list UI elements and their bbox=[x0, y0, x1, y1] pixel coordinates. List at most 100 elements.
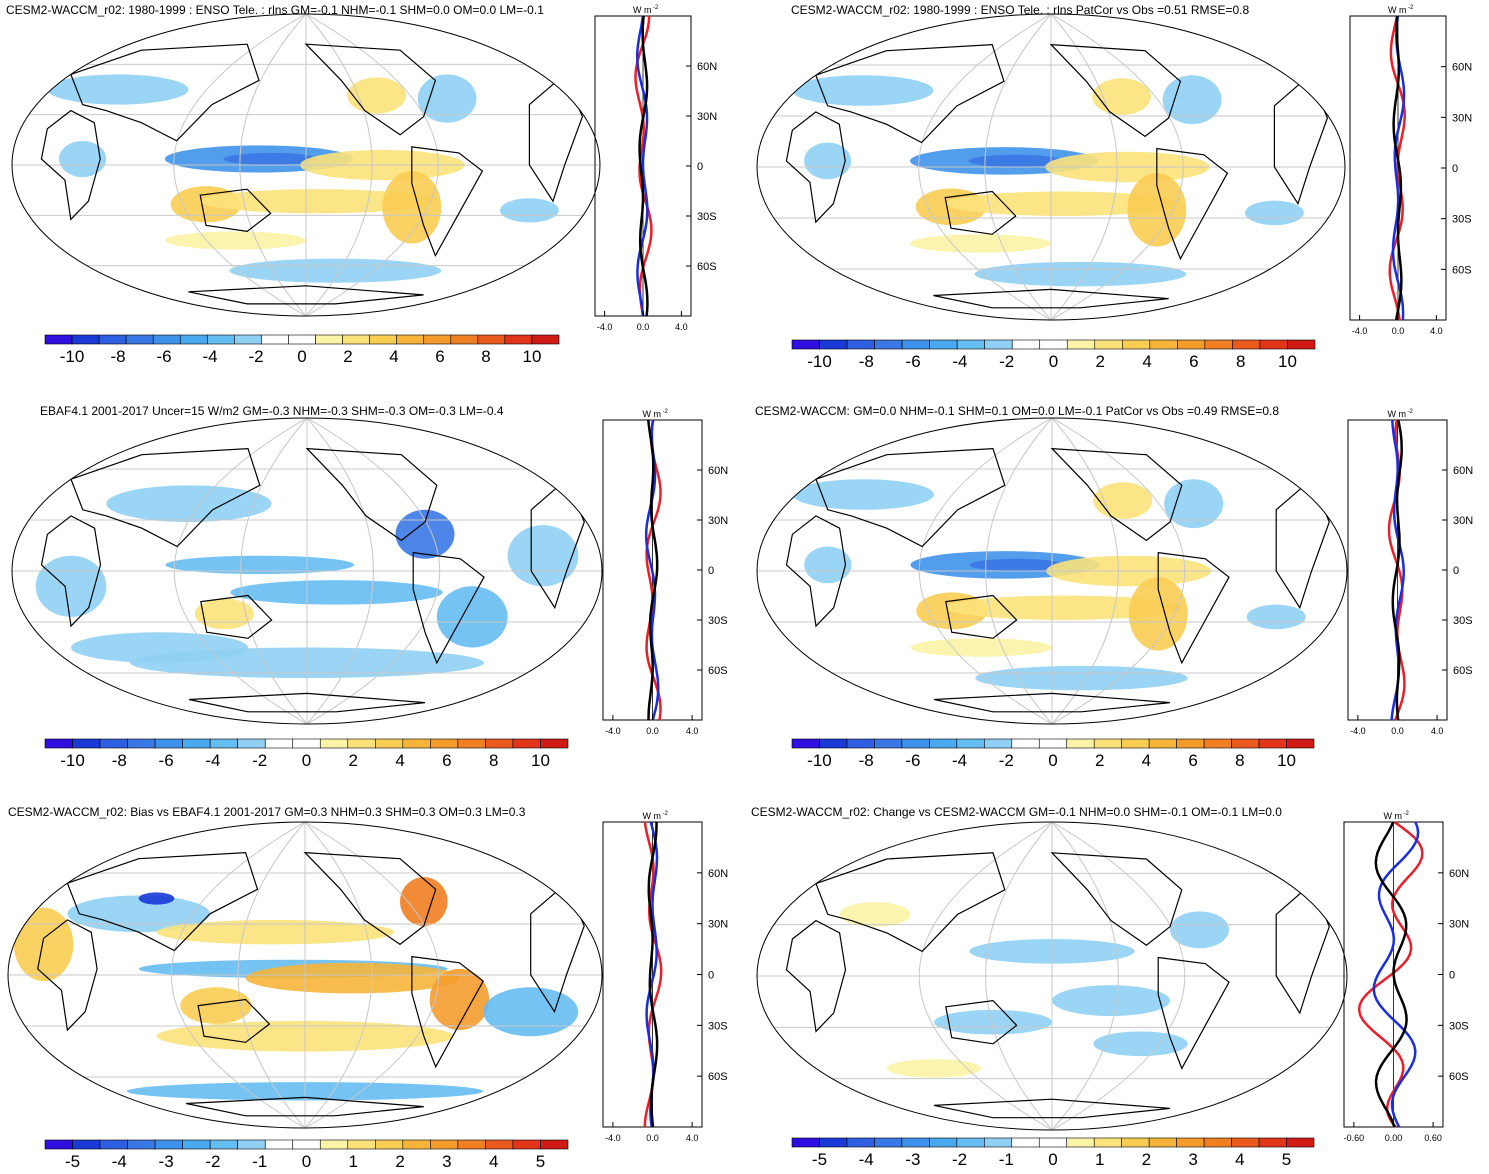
colorbar-cell bbox=[485, 1139, 514, 1150]
colorbar-cell bbox=[1259, 339, 1288, 350]
field-patch bbox=[945, 191, 1181, 216]
colorbar-tick-label: -4 bbox=[202, 347, 217, 366]
field-patch bbox=[436, 586, 508, 648]
coastline bbox=[200, 594, 273, 639]
colorbar-cell bbox=[1231, 1137, 1260, 1148]
colorbar-tick-label: -2 bbox=[952, 1150, 967, 1169]
field-patch bbox=[1245, 200, 1304, 226]
x-tick-label: 0.00 bbox=[1385, 1133, 1403, 1143]
colorbar-cell bbox=[984, 738, 1013, 749]
colorbar-cell bbox=[1038, 1137, 1068, 1148]
colorbar-cell bbox=[1121, 738, 1150, 749]
lat-tick-label: 0 bbox=[708, 970, 714, 982]
colorbar-tick-label: 6 bbox=[1188, 751, 1197, 770]
zonal-unit-label: W m bbox=[1384, 811, 1403, 821]
x-tick-label: 4.0 bbox=[675, 322, 688, 332]
colorbar-tick-label: 10 bbox=[1278, 352, 1297, 371]
meridian-line bbox=[985, 822, 1053, 1130]
colorbar-cell bbox=[1203, 1137, 1232, 1148]
colorbar-tick-label: -6 bbox=[906, 352, 921, 371]
field-patch bbox=[229, 258, 442, 283]
map-border bbox=[11, 13, 601, 317]
meridian-line bbox=[1051, 822, 1185, 1130]
colorbar-tick-label: -2 bbox=[252, 751, 267, 770]
map-border bbox=[756, 13, 1346, 321]
x-tick-label: -0.60 bbox=[1344, 1133, 1365, 1143]
field-patch bbox=[1093, 482, 1153, 519]
colorbar-cell bbox=[956, 339, 985, 350]
x-tick-label: 0.0 bbox=[1392, 326, 1405, 336]
lat-tick-label: 60S bbox=[708, 1071, 728, 1083]
colorbar-cell bbox=[956, 1137, 985, 1148]
field-patch bbox=[417, 74, 477, 123]
lat-tick-label: 60N bbox=[1452, 62, 1472, 74]
colorbar-cell bbox=[485, 738, 514, 749]
coastline bbox=[815, 447, 1006, 548]
lat-tick-label: 30S bbox=[708, 615, 728, 627]
colorbar-tick-label: 2 bbox=[343, 347, 352, 366]
colorbar-cell bbox=[1149, 339, 1178, 350]
lat-tick-label: 0 bbox=[1453, 565, 1459, 577]
panel-5: CESM2-WACCM_r02: Change vs CESM2-WACCM G… bbox=[745, 800, 1489, 1174]
lat-tick-label: 0 bbox=[1452, 163, 1458, 175]
coastline bbox=[1050, 447, 1183, 542]
colorbar-cell bbox=[791, 738, 820, 749]
colorbar-cell bbox=[1066, 1137, 1095, 1148]
zonal-line-blue bbox=[1372, 821, 1420, 1128]
colorbar-cell bbox=[1093, 1137, 1122, 1148]
zonal-unit-label: W m bbox=[643, 409, 662, 419]
meridian-line bbox=[304, 822, 439, 1128]
colorbar-cell bbox=[984, 1137, 1013, 1148]
colorbar-cell bbox=[237, 1139, 266, 1150]
x-tick-label: -4.0 bbox=[597, 322, 613, 332]
colorbar-cell bbox=[450, 334, 479, 345]
colorbar-cell bbox=[292, 738, 321, 749]
x-tick-label: -4.0 bbox=[605, 1133, 621, 1143]
colorbar-tick-label: 1 bbox=[1095, 1150, 1104, 1169]
colorbar-cell bbox=[319, 738, 349, 749]
colorbar-tick-label: -4 bbox=[112, 1152, 127, 1171]
field-patch bbox=[164, 231, 306, 250]
colorbar-cell bbox=[1066, 738, 1095, 749]
field-patch bbox=[1093, 1031, 1188, 1057]
field-patch bbox=[1246, 604, 1306, 630]
colorbar-cell bbox=[1066, 339, 1096, 350]
colorbar-cell bbox=[457, 738, 486, 749]
field-patch bbox=[804, 546, 852, 584]
field-patch bbox=[138, 892, 175, 905]
colorbar-tick-label: -8 bbox=[112, 751, 127, 770]
colorbar-cell bbox=[1148, 738, 1177, 749]
colorbar-tick-label: 3 bbox=[442, 1152, 451, 1171]
colorbar-cell bbox=[819, 339, 848, 350]
colorbar-cell bbox=[127, 738, 156, 749]
zonal-line-black bbox=[638, 15, 649, 317]
zonal-line-black bbox=[647, 822, 659, 1128]
panel-0: CESM2-WACCM_r02: 1980-1999 : ENSO Tele. … bbox=[0, 0, 745, 392]
colorbar-tick-label: 4 bbox=[1142, 352, 1151, 371]
x-tick-label: -4.0 bbox=[605, 726, 621, 736]
coastline bbox=[305, 447, 438, 542]
colorbar-tick-label: 4 bbox=[1142, 751, 1151, 770]
coastline bbox=[40, 109, 101, 221]
coastline bbox=[304, 43, 437, 136]
map-border bbox=[7, 821, 603, 1129]
meridian-line bbox=[1051, 418, 1185, 724]
coastline bbox=[303, 851, 437, 946]
colorbar-cell bbox=[209, 738, 238, 749]
x-tick-label: 4.0 bbox=[1431, 726, 1444, 736]
colorbar-cell bbox=[423, 334, 452, 345]
coastline bbox=[785, 515, 847, 628]
map-field bbox=[12, 418, 602, 724]
colorbar-cell bbox=[430, 738, 459, 749]
lat-tick-label: 30N bbox=[708, 515, 728, 527]
panel-title: CESM2-WACCM: GM=0.0 NHM=-0.1 SHM=0.1 OM=… bbox=[755, 404, 1280, 418]
field-patch bbox=[1092, 78, 1151, 115]
zonal-line-black bbox=[1374, 821, 1408, 1128]
colorbar-tick-label: -6 bbox=[156, 347, 171, 366]
meridian-line bbox=[919, 418, 1053, 724]
x-tick-label: 0.60 bbox=[1424, 1133, 1442, 1143]
colorbar-tick-label: -1 bbox=[252, 1152, 267, 1171]
coastline bbox=[815, 852, 1006, 953]
colorbar-cell bbox=[288, 334, 316, 345]
